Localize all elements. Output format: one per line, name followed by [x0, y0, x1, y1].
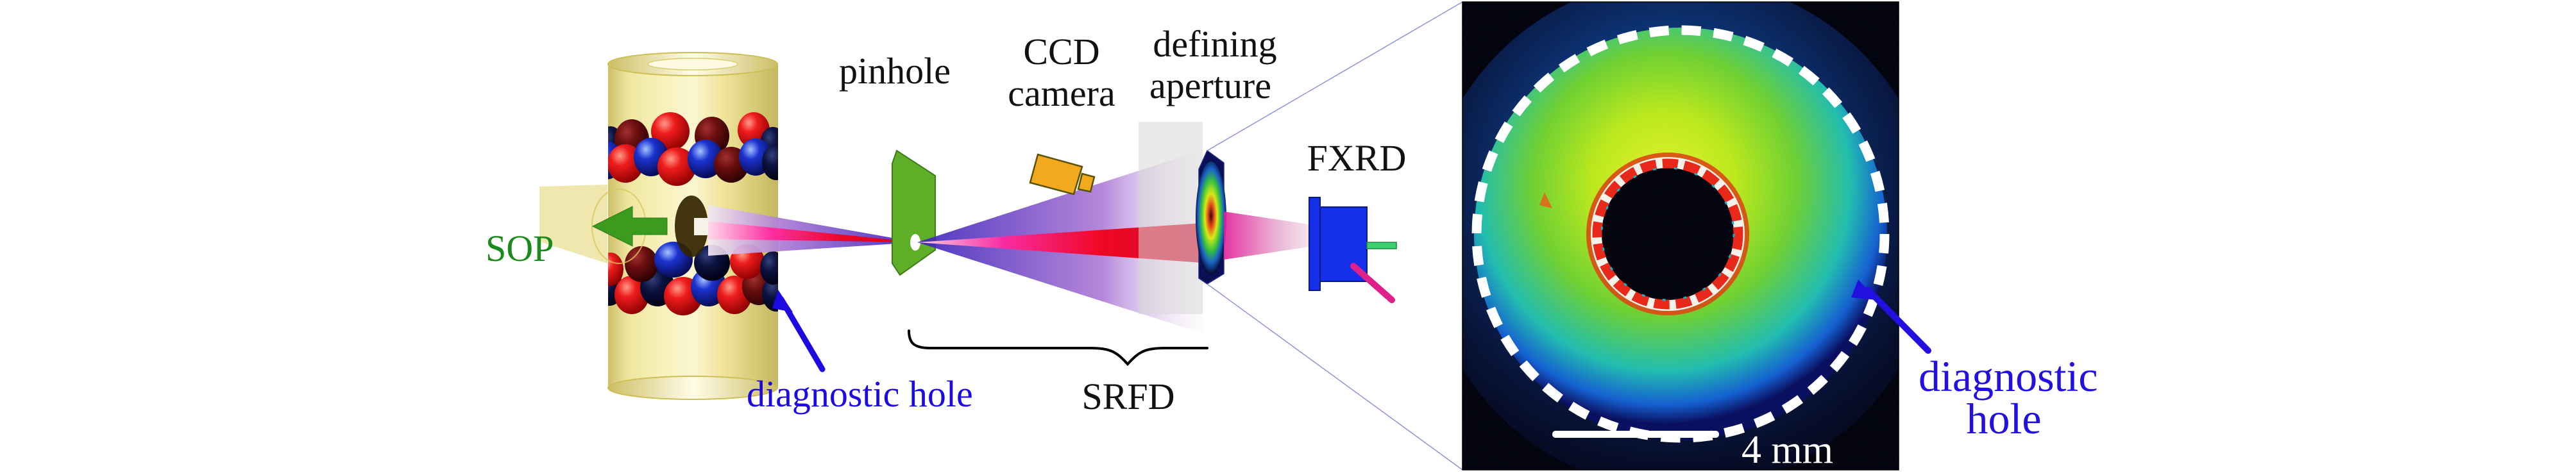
svg-text:FXRD: FXRD — [1307, 137, 1407, 179]
svg-text:4 mm: 4 mm — [1741, 428, 1833, 472]
svg-text:camera: camera — [1008, 72, 1115, 114]
svg-text:aperture: aperture — [1149, 65, 1271, 106]
svg-text:diagnostic: diagnostic — [1919, 352, 2098, 401]
svg-text:SOP: SOP — [486, 228, 554, 269]
svg-text:SRFD: SRFD — [1081, 376, 1174, 417]
svg-text:CCD: CCD — [1023, 31, 1099, 72]
svg-text:diagnostic hole: diagnostic hole — [747, 373, 973, 415]
svg-text:defining: defining — [1153, 23, 1276, 65]
svg-text:hole: hole — [1966, 394, 2041, 443]
svg-text:pinhole: pinhole — [839, 50, 951, 92]
